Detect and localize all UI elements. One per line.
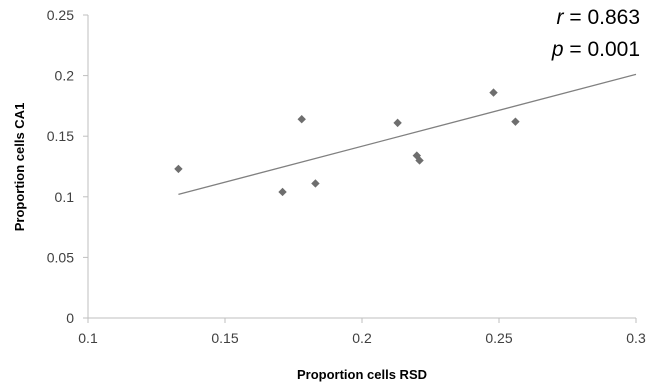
trendline [178,73,637,196]
data-point [278,187,287,197]
r-value: = 0.863 [564,6,640,29]
data-point [311,179,320,188]
y-tick-label: 0 [66,310,74,326]
y-tick-label: 0.25 [47,7,74,23]
y-axis-title: Proportion cells CA1 [12,103,27,232]
correlation-annotation: r = 0.863 [557,6,640,29]
data-point [393,118,402,128]
r-symbol: r [557,6,565,29]
x-tick-label: 0.25 [485,330,512,346]
p-symbol: p [551,38,564,61]
p-value: = 0.001 [564,38,640,61]
y-tick-label: 0.05 [47,249,74,265]
data-point [297,115,306,124]
x-tick-label: 0.3 [626,330,646,346]
y-tick-label: 0.2 [55,68,75,84]
data-points [174,88,520,197]
x-axis-title: Proportion cells RSD [297,367,427,382]
x-tick-label: 0.15 [211,330,238,346]
x-tick-label: 0.1 [78,330,98,346]
y-tick-label: 0.1 [55,189,75,205]
tick-labels: 0.1 0.15 0.2 0.25 0.3 0 0.05 0.1 0.15 0.2 0.25 [47,7,646,346]
trendline-layer [178,73,637,196]
x-tick-label: 0.2 [352,330,372,346]
data-point [489,88,498,97]
tick-marks [83,14,637,323]
data-point [511,117,520,126]
y-tick-label: 0.15 [47,128,74,144]
p-value-annotation: p = 0.001 [551,38,640,61]
data-point [174,164,183,174]
data-point [415,156,424,165]
